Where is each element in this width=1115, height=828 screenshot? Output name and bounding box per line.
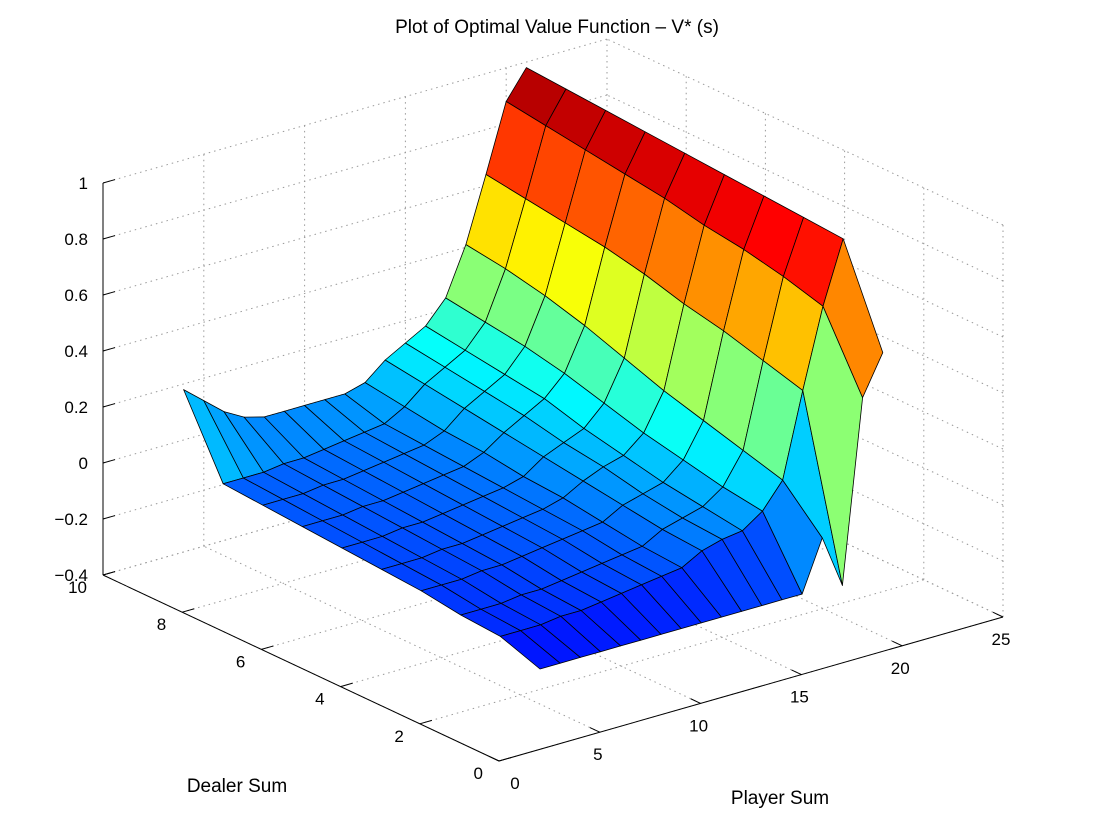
grid-line xyxy=(606,374,1004,562)
x-tick xyxy=(488,755,500,762)
z-tick xyxy=(102,403,116,408)
y-tick-label: 2 xyxy=(394,727,403,746)
grid-line xyxy=(505,459,903,647)
x-tick-label: 20 xyxy=(891,659,910,678)
x-tick xyxy=(690,698,701,704)
z-tick xyxy=(102,291,116,296)
z-tick-label: −0.4 xyxy=(54,566,88,585)
y-tick xyxy=(419,719,433,725)
x-tick-label: 0 xyxy=(510,774,519,793)
y-tick-label: 10 xyxy=(68,578,87,597)
surface-patch xyxy=(822,238,884,399)
grid-line xyxy=(203,545,601,733)
y-tick xyxy=(340,682,353,688)
x-tick xyxy=(791,669,802,676)
z-tick-label: 0 xyxy=(79,454,88,473)
grid-line xyxy=(405,488,802,676)
value-surface xyxy=(183,67,884,670)
x-tick-label: 25 xyxy=(992,630,1011,649)
z-tick-label: 0.4 xyxy=(64,342,88,361)
x-tick-label: 10 xyxy=(689,716,708,735)
z-tick-label: −0.2 xyxy=(54,510,88,529)
x-tick xyxy=(992,611,1004,618)
grid-line xyxy=(606,94,1004,282)
x-tick-label: 5 xyxy=(593,745,602,764)
chart-title: Plot of Optimal Value Function – V* (s) xyxy=(395,17,719,38)
z-tick-label: 0.6 xyxy=(64,286,88,305)
grid-line xyxy=(606,318,1004,506)
y-tick-label: 6 xyxy=(236,652,245,671)
x-tick xyxy=(589,727,601,733)
y-tick-label: 8 xyxy=(157,615,166,634)
z-tick xyxy=(102,515,116,520)
y-tick-label: 0 xyxy=(474,764,483,783)
grid-line xyxy=(606,38,1004,226)
y-tick xyxy=(498,757,512,762)
z-tick xyxy=(102,179,116,184)
x-tick xyxy=(892,640,903,647)
y-tick xyxy=(182,608,195,613)
z-tick xyxy=(102,459,116,464)
grid-line xyxy=(606,150,1004,338)
z-tick-label: 0.8 xyxy=(64,230,88,249)
z-tick xyxy=(102,347,116,352)
grid-line xyxy=(606,262,1004,450)
x-tick-label: 15 xyxy=(790,688,809,707)
z-tick-label: 0.2 xyxy=(64,398,88,417)
y-axis-line xyxy=(102,574,500,762)
grid-line xyxy=(606,206,1004,394)
y-tick-label: 4 xyxy=(315,690,324,709)
grid-line xyxy=(304,516,701,704)
axis-lines xyxy=(102,179,1004,762)
grid-line xyxy=(606,430,1004,618)
x-axis-line xyxy=(498,616,1004,762)
y-axis-label: Dealer Sum xyxy=(187,776,287,797)
z-tick xyxy=(102,571,116,576)
y-tick xyxy=(261,645,274,650)
x-axis-label: Player Sum xyxy=(731,788,829,809)
z-tick-label: 1 xyxy=(79,174,88,193)
axis-grid xyxy=(102,38,1004,762)
z-tick xyxy=(102,235,116,240)
